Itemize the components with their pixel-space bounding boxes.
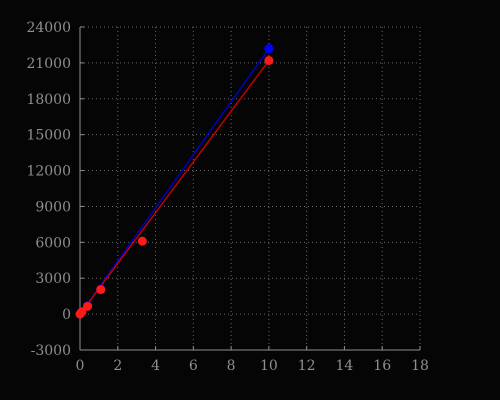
x-tick-label: 14	[336, 358, 354, 374]
red-data-point	[137, 236, 147, 246]
x-tick-label: 16	[373, 358, 391, 374]
red-data-point	[83, 301, 93, 311]
y-tick-label: 15000	[26, 128, 71, 144]
y-tick-label: 0	[62, 307, 71, 323]
blue-data-point	[264, 44, 274, 54]
tick-label-layer: 0 2 4 6 8 10 12 14 16 18 -3000 0 3000 6000 9000 12000 15…	[26, 20, 428, 374]
x-tick-label: 10	[260, 358, 278, 374]
fit-line-layer	[79, 48, 270, 315]
axis-layer	[79, 26, 421, 351]
y-tick-label: 3000	[35, 271, 71, 287]
y-tick-label: 12000	[26, 164, 71, 180]
y-tick-label: 6000	[35, 235, 71, 251]
y-tick-label: 9000	[35, 199, 71, 215]
grid-layer	[80, 26, 421, 350]
y-tick-label: -3000	[31, 343, 71, 359]
x-tick-label: 0	[76, 358, 85, 374]
y-tick-label: 18000	[26, 92, 71, 108]
x-tick-label: 12	[298, 358, 316, 374]
x-tick-label: 8	[227, 358, 236, 374]
x-tick-label: 18	[411, 358, 429, 374]
red-data-point	[96, 285, 106, 295]
blue-fit-line	[79, 48, 270, 315]
x-tick-label: 6	[189, 358, 198, 374]
data-point-layer	[75, 44, 274, 319]
x-tick-label: 4	[151, 358, 160, 374]
x-tick-label: 2	[113, 358, 122, 374]
red-fit-line	[79, 60, 270, 315]
red-data-point	[77, 307, 87, 317]
y-tick-label: 21000	[26, 56, 71, 72]
y-tick-label: 24000	[26, 20, 71, 36]
red-data-point	[264, 55, 274, 65]
